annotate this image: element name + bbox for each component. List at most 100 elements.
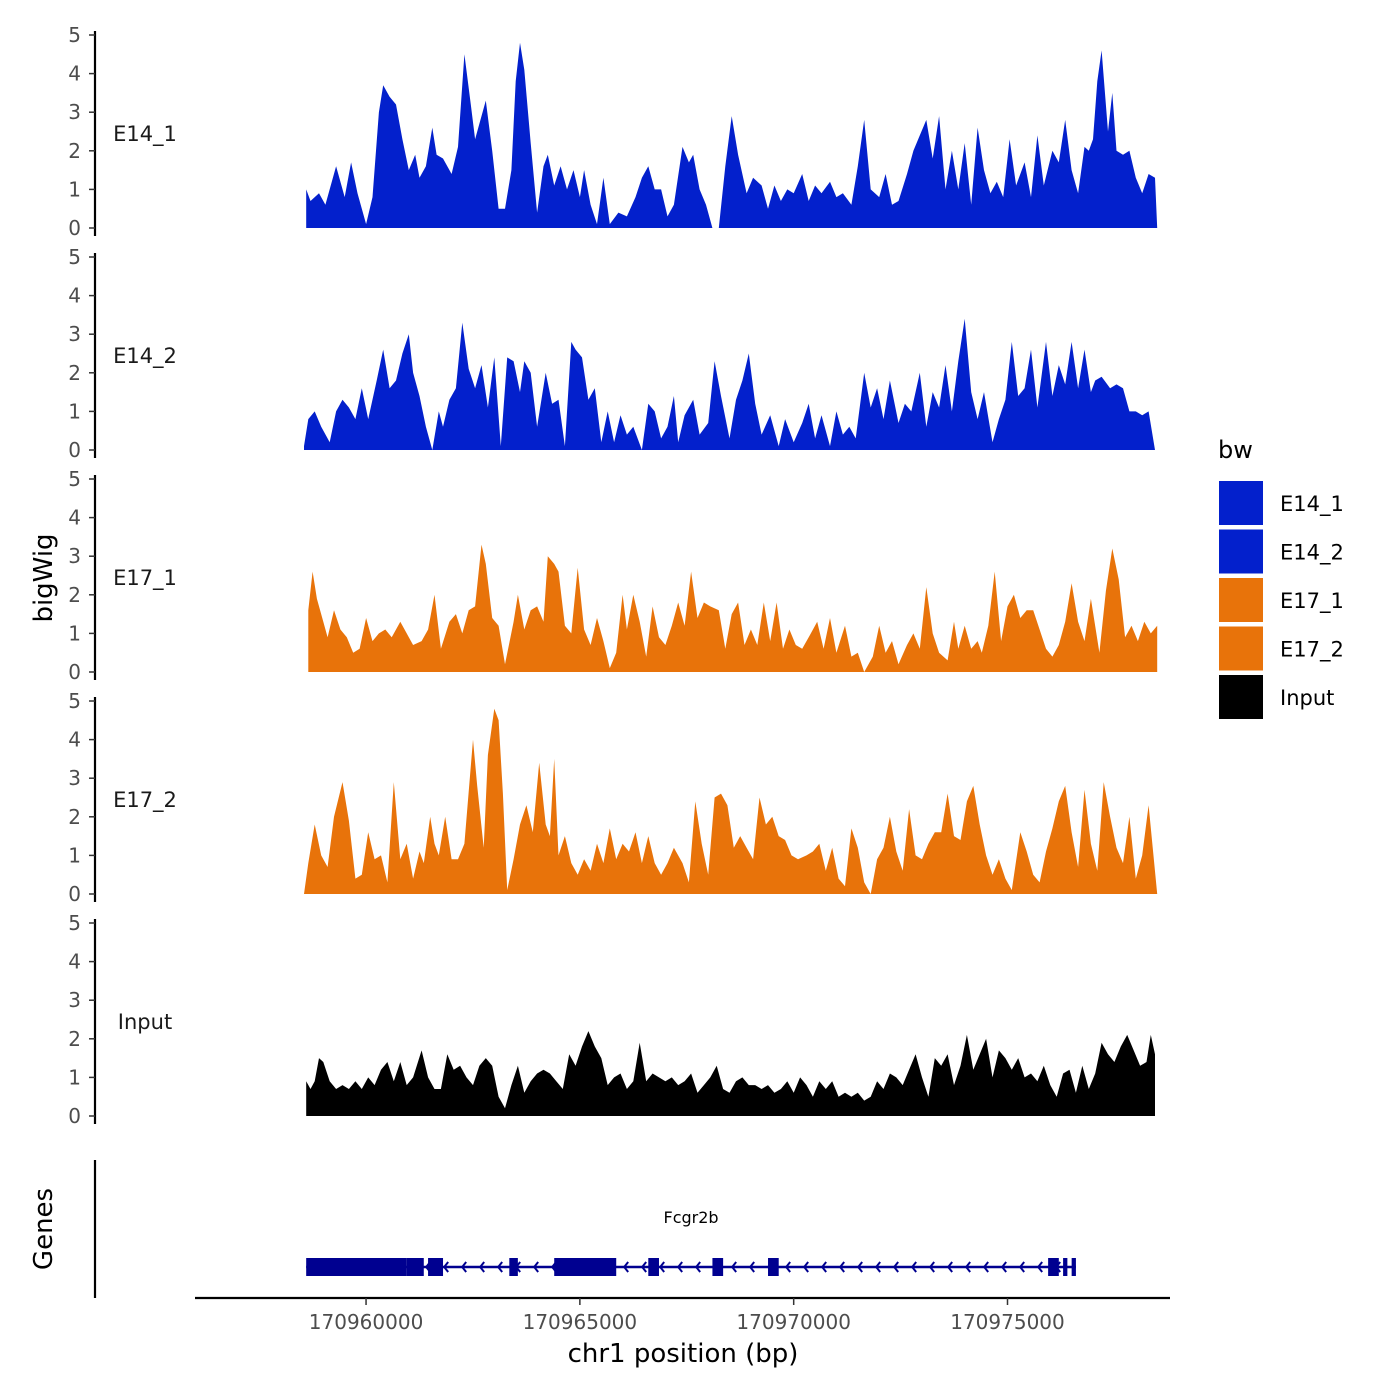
strand-arrow [910,1261,917,1273]
exon [509,1258,518,1276]
track-label-Input: Input [118,1010,172,1034]
strand-arrow [784,1261,791,1273]
track-Input: 0 1 2 3 4 5 Input [68,911,1155,1128]
strand-arrow [748,1261,755,1273]
strand-arrow [640,1261,647,1273]
y-tick-label: 0 [68,882,81,906]
x-tick-label: 170960000 [309,1310,424,1334]
x-axis-title: chr1 position (bp) [568,1339,799,1369]
strand-arrow [982,1261,989,1273]
exon [554,1258,617,1276]
exon [712,1258,724,1276]
coverage-area-E17_1 [308,544,1158,672]
coverage-tracks: 0 1 2 3 4 5 E14_1 0 1 2 3 4 5 E14_2 0 1 2 3 4 5 E17_1 0 1 2 3 4 5 E… [68,23,1158,1128]
strand-arrow [946,1261,953,1273]
strand-arrow [964,1261,971,1273]
strand-arrow [676,1261,683,1273]
strand-arrow [532,1261,539,1273]
legend-label: E17_2 [1280,638,1344,663]
legend-item-E14_1: E14_1 [1219,481,1344,525]
y-tick-label: 1 [68,843,81,867]
strand-arrow [928,1261,935,1273]
y-tick-label: 5 [68,911,81,935]
y-tick-label: 2 [68,1027,81,1051]
strand-arrow [478,1261,485,1273]
legend: bw E14_1 E14_2 E17_1 E17_2 Input [1218,436,1344,719]
strand-arrow [1000,1261,1007,1273]
strand-arrow [658,1261,665,1273]
strand-arrow [820,1261,827,1273]
strand-arrow [1036,1261,1043,1273]
y-tick-label: 0 [68,660,81,684]
y-tick-label: 4 [68,950,81,974]
exon [1071,1258,1076,1276]
strand-arrow [460,1261,467,1273]
y-tick-label: 3 [68,100,81,124]
track-label-E17_2: E17_2 [113,788,177,813]
strand-arrow [892,1261,899,1273]
y-tick-label: 5 [68,689,81,713]
x-tick-label: 170975000 [950,1310,1065,1334]
legend-item-E17_1: E17_1 [1219,578,1344,622]
y-tick-label: 2 [68,361,81,385]
gene-name-label: Fcgr2b [664,1208,719,1227]
y-tick-label: 0 [68,216,81,240]
y-tick-label: 4 [68,284,81,308]
y-axis-title: bigWig [29,533,59,622]
track-label-E17_1: E17_1 [113,566,177,591]
strand-arrow [802,1261,809,1273]
y-tick-label: 5 [68,23,81,47]
legend-swatch [1219,626,1263,671]
y-tick-label: 4 [68,728,81,752]
y-tick-label: 3 [68,544,81,568]
strand-arrow [694,1261,701,1273]
y-tick-label: 0 [68,438,81,462]
gene-track-label: Genes [29,1188,59,1270]
track-E14_1: 0 1 2 3 4 5 E14_1 [68,23,1158,240]
legend-label: E14_2 [1280,541,1344,566]
strand-arrow [442,1261,449,1273]
track-E17_1: 0 1 2 3 4 5 E17_1 [68,467,1158,684]
y-tick-label: 5 [68,245,81,269]
exon [406,1258,424,1276]
strand-arrow [874,1261,881,1273]
exon [428,1258,444,1276]
legend-swatch [1219,675,1263,719]
track-E14_2: 0 1 2 3 4 5 E14_2 [68,245,1155,462]
y-tick-label: 0 [68,1104,81,1128]
y-tick-label: 1 [68,621,81,645]
exon [306,1258,407,1276]
y-tick-label: 1 [68,177,81,201]
track-label-E14_1: E14_1 [113,122,177,147]
exon [768,1258,779,1276]
legend-label: E17_1 [1280,589,1344,614]
legend-label: Input [1280,686,1334,710]
y-tick-label: 3 [68,766,81,790]
legend-swatch [1219,578,1263,622]
x-tick-label: 170965000 [523,1310,638,1334]
legend-swatch [1219,481,1263,525]
y-tick-label: 4 [68,62,81,86]
exon [1063,1258,1068,1276]
strand-arrow [730,1261,737,1273]
x-axis: 170960000 170965000 170970000 170975000 [195,1296,1170,1334]
y-tick-label: 3 [68,988,81,1012]
strand-arrow [856,1261,863,1273]
legend-item-Input: Input [1219,675,1334,719]
y-tick-label: 2 [68,805,81,829]
strand-arrow [496,1261,503,1273]
y-tick-label: 2 [68,139,81,163]
legend-label: E14_1 [1280,492,1344,517]
legend-title: bw [1218,436,1253,464]
track-label-E14_2: E14_2 [113,344,177,369]
strand-arrow [622,1261,629,1273]
strand-arrow [838,1261,845,1273]
strand-arrow [1018,1261,1025,1273]
y-tick-label: 1 [68,399,81,423]
coverage-area-Input [306,1031,1155,1116]
exon [1048,1258,1059,1276]
y-tick-label: 3 [68,322,81,346]
coverage-area-E14_2 [304,318,1155,450]
y-tick-label: 4 [68,506,81,530]
